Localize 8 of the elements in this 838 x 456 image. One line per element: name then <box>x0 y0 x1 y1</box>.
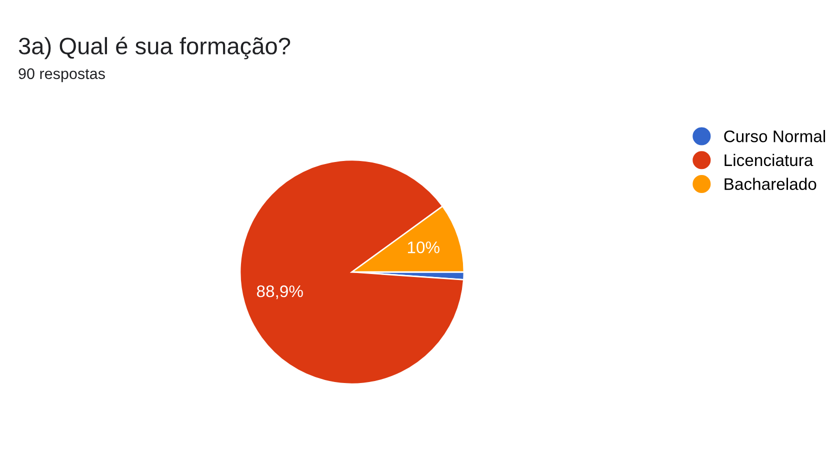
text: 90 respostas <box>18 68 105 82</box>
pie-slice <box>239 159 464 385</box>
chart-title: 3a) Qual é sua formação? <box>18 36 290 60</box>
legend-label: Bacharelado <box>724 178 816 190</box>
data-label: 10% <box>408 241 440 254</box>
legend-label: Curso Normal <box>724 130 826 142</box>
data-label: 88,9% <box>256 285 303 300</box>
legend-label: Licenciatura <box>724 154 814 166</box>
